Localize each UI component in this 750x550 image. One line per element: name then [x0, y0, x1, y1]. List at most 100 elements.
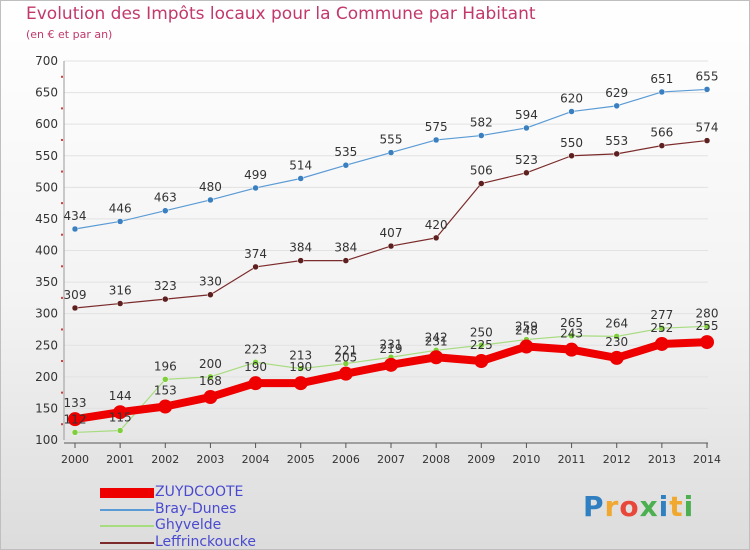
data-point-leffrinckoucke: [116, 300, 124, 307]
data-point-bray-dunes: [478, 132, 485, 139]
legend-label-ghyvelde: Ghyvelde: [155, 517, 222, 533]
data-point-bray-dunes: [613, 102, 620, 110]
data-label-leffrinckoucke: 550: [560, 136, 583, 150]
x-tick-label: 2013: [648, 453, 676, 466]
series-layer: [68, 86, 714, 436]
data-label-leffrinckoucke: 420: [425, 218, 448, 232]
y-tick-label: 200: [35, 370, 58, 384]
data-point-ghyvelde: [342, 360, 350, 367]
logo-letter: i: [683, 490, 695, 523]
series-bray-dunes: [71, 86, 711, 233]
data-point-leffrinckoucke: [162, 295, 169, 303]
data-label-zuydcoote: 205: [334, 351, 357, 365]
logo-letter: o: [619, 490, 640, 523]
legend-swatch-ghyvelde: [100, 525, 154, 527]
y-tick-label: 650: [35, 86, 58, 100]
logo-letter: i: [658, 490, 670, 523]
data-point-leffrinckoucke: [252, 263, 259, 271]
x-tick-label: 2001: [106, 453, 134, 466]
chart-title: Evolution des Impôts locaux pour la Comm…: [26, 4, 536, 24]
data-label-zuydcoote: 230: [605, 335, 628, 349]
data-point-bray-dunes: [71, 225, 79, 233]
y-minor-tick: [61, 328, 63, 331]
data-point-bray-dunes: [297, 175, 304, 182]
legend-label-bray-dunes: Bray-Dunes: [155, 500, 237, 517]
y-tick-label: 400: [35, 244, 58, 258]
data-point-ghyvelde: [252, 359, 259, 366]
data-point-bray-dunes: [162, 207, 169, 214]
data-point-bray-dunes: [523, 124, 530, 132]
data-point-ghyvelde: [71, 429, 79, 436]
data-label-zuydcoote: 190: [244, 360, 267, 374]
y-minor-tick: [61, 423, 63, 426]
data-label-leffrinckoucke: 523: [515, 153, 538, 167]
data-label-bray-dunes: 499: [244, 168, 267, 182]
logo-letter: t: [669, 490, 684, 523]
data-label-leffrinckoucke: 407: [380, 226, 403, 240]
chart-subtitle: (en € et par an): [26, 28, 113, 41]
y-tick-label: 350: [35, 275, 58, 289]
logo-letter: P: [583, 490, 605, 523]
data-point-leffrinckoucke: [342, 257, 350, 264]
data-point-ghyvelde: [613, 333, 620, 340]
data-label-ghyvelde: 265: [560, 316, 583, 330]
data-label-leffrinckoucke: 566: [650, 126, 673, 140]
data-point-bray-dunes: [387, 149, 395, 156]
data-label-bray-dunes: 555: [380, 133, 403, 147]
x-tick-label: 2012: [603, 453, 631, 466]
data-label-bray-dunes: 651: [650, 72, 673, 86]
data-label-zuydcoote: 225: [470, 338, 493, 352]
x-tick-label: 2010: [512, 453, 540, 466]
data-label-ghyvelde: 280: [696, 306, 719, 320]
x-tick-label: 2011: [558, 453, 586, 466]
data-point-zuydcoote: [564, 342, 579, 357]
data-label-zuydcoote: 168: [199, 374, 222, 388]
legend-swatch-bray-dunes: [100, 508, 154, 511]
chart-axes: 100 150 200 250 300 350 400 450 500 550 600 650 700 2…: [35, 54, 721, 466]
x-tick-label: 2004: [242, 453, 270, 466]
data-label-bray-dunes: 629: [605, 86, 628, 100]
data-labels-layer: 434 446 463 480 499 514 535 555 575 582 594 620 629 6…: [64, 69, 719, 426]
data-label-ghyvelde: 221: [334, 344, 357, 358]
data-label-bray-dunes: 514: [289, 158, 312, 172]
data-label-ghyvelde: 213: [289, 349, 312, 363]
x-tick-label: 2005: [287, 453, 315, 466]
data-label-ghyvelde: 259: [515, 320, 538, 334]
x-tick-label: 2009: [467, 453, 495, 466]
y-minor-tick: [61, 296, 63, 299]
data-point-leffrinckoucke: [658, 142, 666, 149]
data-label-ghyvelde: 112: [64, 412, 87, 426]
data-point-ghyvelde: [207, 373, 214, 381]
data-point-bray-dunes: [252, 184, 259, 192]
data-label-leffrinckoucke: 374: [244, 247, 267, 261]
x-tick-label: 2003: [196, 453, 224, 466]
x-tick-label: 2002: [151, 453, 179, 466]
data-label-leffrinckoucke: 384: [334, 241, 357, 255]
data-point-zuydcoote: [338, 366, 353, 381]
y-minor-tick: [61, 265, 63, 268]
data-label-zuydcoote: 231: [425, 334, 448, 348]
data-label-ghyvelde: 231: [380, 337, 403, 351]
data-label-leffrinckoucke: 384: [289, 241, 312, 255]
y-minor-tick: [61, 107, 63, 110]
data-point-leffrinckoucke: [703, 137, 711, 144]
y-minor-tick: [61, 202, 63, 205]
data-label-zuydcoote: 252: [650, 321, 673, 335]
legend-label-leffrinckoucke: Leffrinckoucke: [155, 533, 256, 550]
data-point-ghyvelde: [478, 342, 485, 349]
data-point-zuydcoote: [203, 390, 218, 405]
data-point-zuydcoote: [293, 376, 308, 391]
data-label-bray-dunes: 620: [560, 92, 583, 106]
y-tick-label: 150: [35, 401, 58, 415]
y-minor-tick: [61, 75, 63, 78]
data-label-zuydcoote: 219: [380, 342, 403, 356]
data-label-leffrinckoucke: 323: [154, 279, 177, 293]
y-tick-label: 600: [35, 117, 58, 131]
series-line-bray-dunes: [74, 88, 708, 230]
data-point-bray-dunes: [703, 86, 711, 93]
data-point-bray-dunes: [432, 136, 440, 144]
data-label-bray-dunes: 446: [109, 201, 132, 215]
data-point-ghyvelde: [658, 324, 666, 332]
data-point-leffrinckoucke: [207, 291, 214, 298]
